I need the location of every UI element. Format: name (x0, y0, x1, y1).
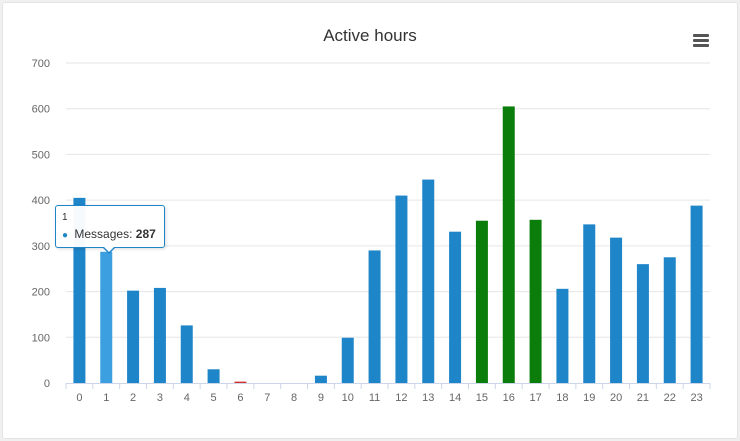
bar-hour-17[interactable] (529, 219, 542, 383)
bar-hour-9[interactable] (314, 375, 327, 383)
x-tick-label: 15 (476, 392, 488, 404)
bar-hour-6[interactable] (234, 381, 247, 383)
bar-hour-20[interactable] (610, 237, 623, 383)
x-axis-labels: 0 1 2 3 4 5 6 7 8 9 10 11 12 13 14 15 16 17 18 19 20 21 22 23 (76, 392, 702, 404)
bar-hour-5[interactable] (207, 369, 220, 383)
y-axis-labels: 0 100 200 300 400 500 600 700 (32, 58, 50, 390)
x-tick-label: 3 (157, 392, 163, 404)
bar-hour-13[interactable] (422, 179, 435, 383)
bars (73, 106, 703, 383)
x-tick-label: 2 (130, 392, 136, 404)
data-tooltip: 1 ● Messages: 287 (55, 205, 165, 254)
x-tick-label: 17 (529, 392, 541, 404)
x-tick-label: 5 (211, 392, 217, 404)
x-tick-label: 4 (184, 392, 190, 404)
y-tick-label: 500 (32, 149, 50, 161)
bar-hour-23[interactable] (690, 205, 703, 383)
bar-hour-19[interactable] (583, 224, 596, 383)
bar-hour-4[interactable] (180, 325, 193, 383)
x-tick-label: 1 (103, 392, 109, 404)
x-tick-label: 12 (395, 392, 407, 404)
tooltip-value: 287 (135, 227, 156, 241)
bar-hour-22[interactable] (663, 257, 676, 383)
bar-hour-16[interactable] (502, 106, 515, 383)
bar-hour-3[interactable] (153, 287, 166, 383)
bar-hour-21[interactable] (636, 264, 649, 383)
x-tick-label: 8 (291, 392, 297, 404)
tooltip-category: 1 (62, 212, 68, 223)
x-tick-label: 9 (318, 392, 324, 404)
gridlines (66, 62, 710, 338)
tooltip-colon: : (129, 227, 136, 241)
y-tick-label: 700 (32, 58, 50, 70)
chart-menu-button[interactable] (687, 29, 715, 53)
x-tick-label: 16 (503, 392, 515, 404)
x-tick-label: 11 (369, 392, 380, 404)
bar-hour-12[interactable] (395, 195, 408, 383)
y-tick-label: 400 (32, 195, 50, 207)
y-tick-label: 0 (44, 378, 50, 390)
chart-title: Active hours (323, 26, 417, 45)
y-tick-label: 600 (32, 104, 50, 116)
bar-hour-14[interactable] (449, 231, 462, 383)
bar-hour-10[interactable] (341, 337, 354, 383)
bar-hour-11[interactable] (368, 250, 381, 383)
series-dot-icon: ● (62, 230, 69, 241)
y-tick-label: 100 (32, 332, 50, 344)
x-tick-label: 14 (449, 392, 461, 404)
y-tick-label: 300 (32, 241, 50, 253)
x-tick-label: 22 (664, 392, 676, 404)
bar-hour-1[interactable] (100, 251, 113, 383)
bar-hour-15[interactable] (475, 220, 488, 383)
tooltip-series-name: Messages (74, 227, 130, 241)
x-tick-label: 0 (76, 392, 82, 404)
y-tick-label: 200 (32, 287, 50, 299)
x-tick-label: 7 (264, 392, 270, 404)
x-tick-label: 23 (690, 392, 702, 404)
x-axis (65, 383, 711, 389)
x-tick-label: 21 (637, 392, 649, 404)
x-tick-label: 20 (610, 392, 622, 404)
bar-hour-2[interactable] (127, 290, 140, 383)
x-tick-label: 19 (583, 392, 595, 404)
x-tick-label: 10 (342, 392, 354, 404)
x-tick-label: 18 (556, 392, 568, 404)
x-tick-label: 13 (422, 392, 434, 404)
bar-hour-18[interactable] (556, 288, 569, 383)
x-tick-label: 6 (237, 392, 243, 404)
